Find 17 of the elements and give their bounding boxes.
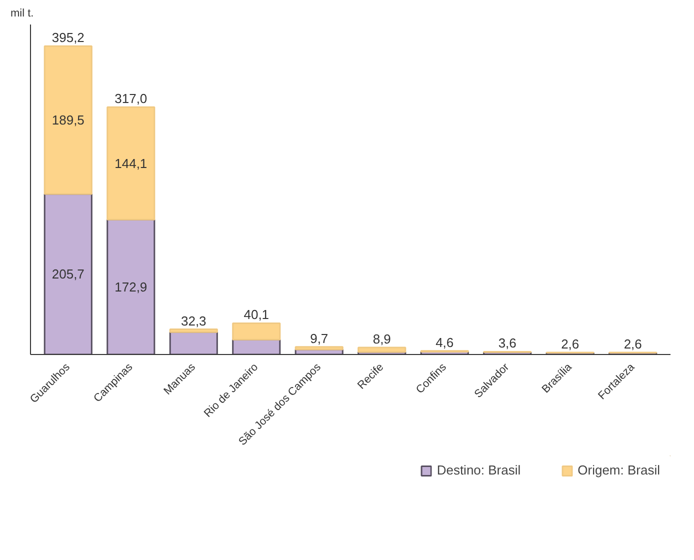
legend-label: Origem: Brasil <box>578 462 660 478</box>
total-label: 32,3 <box>180 313 206 328</box>
total-label: 2,6 <box>561 336 580 352</box>
data-label: 172,9 <box>114 280 148 295</box>
legend-label: Destino: Brasil <box>436 462 521 478</box>
total-label: 2,6 <box>624 336 642 352</box>
total-label: 317,0 <box>114 91 148 106</box>
y-axis-title: mil t. <box>10 8 34 20</box>
data-label: 144,1 <box>114 156 148 171</box>
total-label: 3,6 <box>498 336 516 351</box>
total-label: 40,1 <box>244 307 270 322</box>
total-label: 395,2 <box>52 30 84 46</box>
total-label: 8,9 <box>372 332 391 347</box>
data-label: 205,7 <box>52 266 84 282</box>
data-label: 189,5 <box>52 112 84 128</box>
total-label: 4,6 <box>436 334 454 350</box>
total-label: 9,7 <box>310 330 328 346</box>
